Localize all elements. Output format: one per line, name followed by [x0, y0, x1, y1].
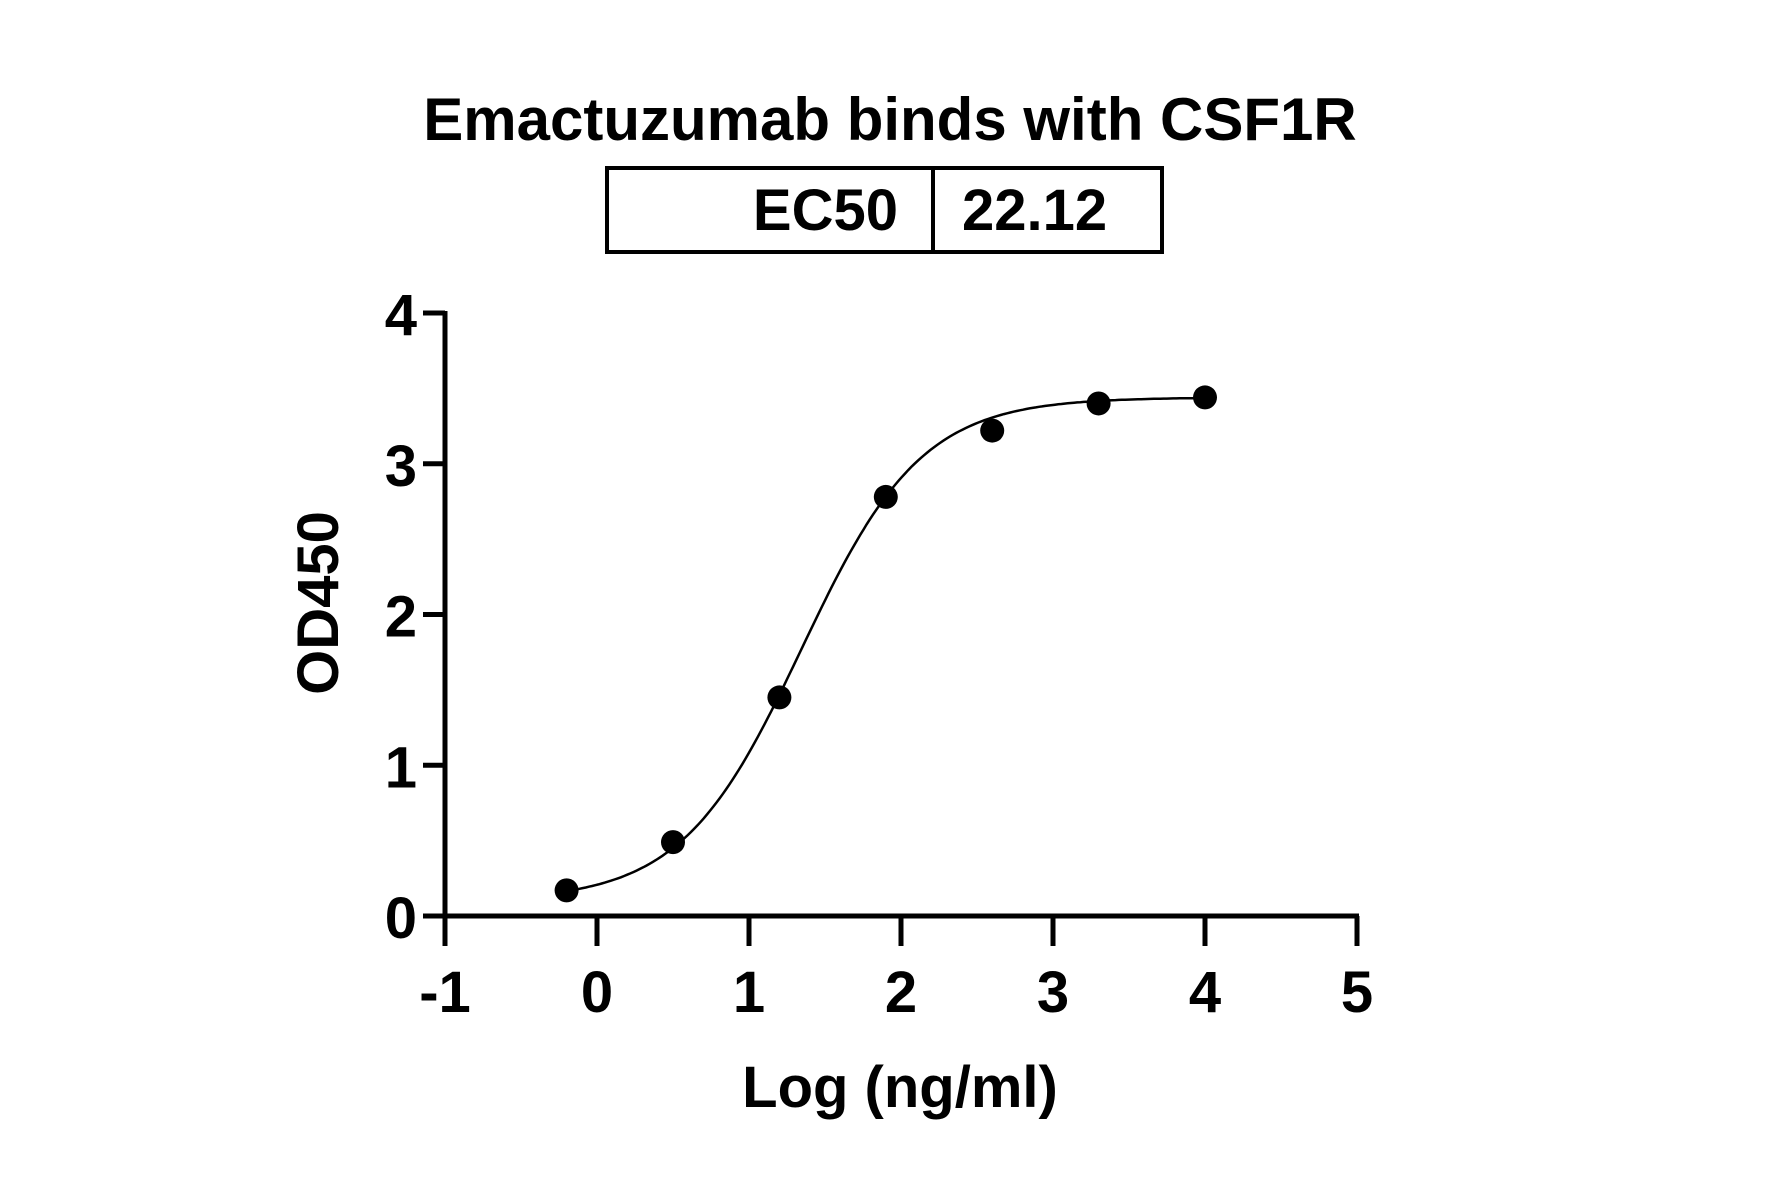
y-tick-label: 4	[385, 283, 417, 348]
data-points	[554, 385, 1217, 903]
ec50-table: EC50 22.12	[605, 166, 1164, 254]
y-axis-label: OD450	[286, 511, 351, 695]
data-point	[873, 484, 898, 509]
data-point	[554, 878, 579, 903]
x-tick-label: 4	[1189, 960, 1221, 1025]
ec50-label: EC50	[753, 178, 898, 243]
x-tick-label: 3	[1037, 960, 1069, 1025]
data-point	[767, 685, 792, 710]
x-axis-label: Log (ng/ml)	[742, 1055, 1058, 1120]
x-tick-label: 1	[733, 960, 765, 1025]
data-point	[980, 418, 1005, 443]
y-tick-label: 3	[385, 434, 417, 499]
data-point	[661, 830, 685, 855]
chart-title: Emactuzumab binds with CSF1R	[423, 86, 1356, 153]
data-point	[1086, 391, 1111, 416]
ec50-value: 22.12	[962, 178, 1107, 243]
data-point	[1193, 385, 1217, 410]
x-tick-label: 2	[885, 960, 917, 1025]
x-tick-label: -1	[419, 960, 471, 1025]
x-tick-label: 0	[581, 960, 613, 1025]
fit-curve	[566, 396, 1206, 893]
y-tick-label: 0	[385, 886, 417, 951]
y-tick-label: 2	[385, 585, 417, 650]
y-tick-label: 1	[385, 735, 417, 800]
ec50-table-border	[605, 166, 1164, 254]
x-tick-label: 5	[1341, 960, 1373, 1025]
